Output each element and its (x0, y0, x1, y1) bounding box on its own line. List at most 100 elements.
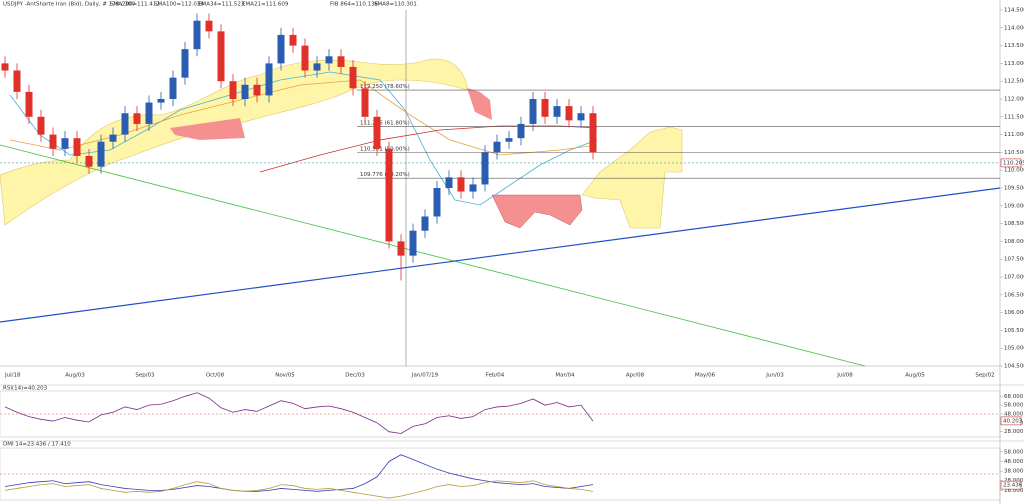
candle-body (385, 148, 393, 242)
x-tick-label: Aug/03 (65, 373, 85, 379)
last-value-label: 40.203 (1003, 418, 1023, 424)
fib-label: 109.776 (38.20%) (360, 172, 410, 178)
y-tick-label: 107.500 (1004, 257, 1024, 263)
candle-body (481, 152, 489, 185)
x-tick-label: Mar/04 (555, 373, 575, 379)
y-tick-label: 105.500 (1004, 328, 1024, 334)
x-tick-label: Feb/04 (486, 373, 505, 379)
x-tick-label: Jan/07/19 (411, 373, 439, 379)
x-tick-label: May/06 (695, 373, 716, 379)
candle-body (121, 113, 129, 135)
candle-body (193, 20, 201, 50)
candle-body (205, 20, 213, 32)
last-value-label: 23.436 (1003, 483, 1023, 489)
candle-body (469, 184, 477, 192)
candle-body (73, 138, 81, 156)
indicator-line (4, 480, 594, 499)
y-tick-label: 109.500 (1004, 186, 1024, 192)
candle-body (25, 91, 33, 117)
y-tick-label: 111.000 (1004, 132, 1024, 138)
candle-body (517, 123, 525, 139)
fib-label: 111.226 (61.80%) (360, 121, 410, 127)
candle-body (445, 177, 453, 188)
indicator-line (4, 454, 594, 492)
candle-body (529, 99, 537, 124)
pane-frame (0, 447, 1001, 501)
trend-line (0, 144, 866, 367)
sma200-line (259, 125, 598, 173)
indicator-label: SMA8=110.301 (374, 2, 417, 8)
candle-body (505, 138, 513, 142)
y-tick-label: 28.000 (1004, 429, 1024, 435)
y-tick-label: 114.000 (1004, 25, 1024, 31)
x-tick-label: Aug/05 (905, 373, 925, 379)
pane-frame (0, 390, 1001, 438)
candle-body (397, 241, 405, 256)
candle-body (229, 81, 237, 99)
y-tick-label: 108.000 (1004, 239, 1024, 245)
y-tick-label: 112.500 (1004, 79, 1024, 85)
candle-body (301, 45, 309, 71)
candle-body (181, 49, 189, 78)
candle-body (541, 99, 549, 117)
candle-body (373, 116, 381, 149)
y-tick-label: 18.000 (1004, 488, 1024, 494)
y-tick-label: 104.500 (1004, 364, 1024, 370)
rsi-title: RSI(14)=40.203 (3, 386, 48, 392)
indicator-label: EMA21=111.609 (242, 2, 289, 8)
indicator-line (4, 392, 594, 434)
y-tick-label: 113.500 (1004, 43, 1024, 49)
cloud-bearish (170, 118, 245, 140)
fib-label: 112.250 (78.60%) (360, 84, 410, 90)
candle-body (589, 113, 597, 153)
candle-body (49, 134, 57, 149)
candle-body (553, 106, 561, 117)
indicator-label: EMA34=111.523 (198, 2, 245, 8)
y-tick-label: 106.500 (1004, 292, 1024, 298)
candle-body (433, 188, 441, 217)
candle-body (85, 155, 93, 167)
x-tick-label: Jul/08 (836, 373, 853, 379)
y-tick-label: 106.000 (1004, 310, 1024, 316)
y-tick-label: 107.000 (1004, 275, 1024, 281)
candle-body (349, 66, 357, 89)
candle-body (421, 216, 429, 231)
indicator-label: FIB 864=110.136 (330, 2, 379, 8)
candle-body (157, 99, 165, 103)
indicator-label: SMA100=112.036 (154, 2, 204, 8)
candle-body (265, 63, 273, 96)
cloud-bearish (491, 194, 583, 229)
y-tick-label: 109.000 (1004, 203, 1024, 209)
y-tick-label: 58.000 (1004, 449, 1024, 455)
candle-body (337, 56, 345, 67)
symbol-info: USDJPY -AntSharte Iran (Bid), Daily, # 1… (3, 2, 136, 8)
x-tick-label: Apr/08 (626, 373, 645, 379)
y-tick-label: 111.500 (1004, 114, 1024, 120)
x-tick-label: Nov/05 (275, 373, 295, 379)
y-tick-label: 68.000 (1004, 394, 1024, 400)
x-tick-label: Jul/18 (4, 373, 21, 379)
trend-line (0, 187, 1001, 323)
candle-body (1, 63, 9, 71)
candle-body (457, 177, 465, 192)
candle-body (133, 113, 141, 124)
dmi-title: DMI 14=23.436 / 17.410 (3, 442, 71, 448)
y-tick-label: 110.000 (1004, 168, 1024, 174)
candle-body (145, 102, 153, 124)
candle-body (493, 141, 501, 153)
y-tick-label: 105.000 (1004, 346, 1024, 352)
candle-body (565, 106, 573, 121)
last-price-label: 110.205 (1003, 160, 1024, 166)
candle-body (217, 31, 225, 82)
x-tick-label: Sep/02 (975, 373, 994, 379)
x-tick-label: Jun/03 (765, 373, 784, 379)
fib-label: 110.501 (50.00%) (360, 146, 410, 152)
y-tick-label: 113.000 (1004, 61, 1024, 67)
y-tick-label: 108.500 (1004, 221, 1024, 227)
cloud-bearish (467, 88, 492, 120)
y-tick-label: 112.000 (1004, 97, 1024, 103)
y-tick-label: 58.000 (1004, 403, 1024, 409)
candle-body (325, 56, 333, 64)
candle-body (97, 141, 105, 167)
